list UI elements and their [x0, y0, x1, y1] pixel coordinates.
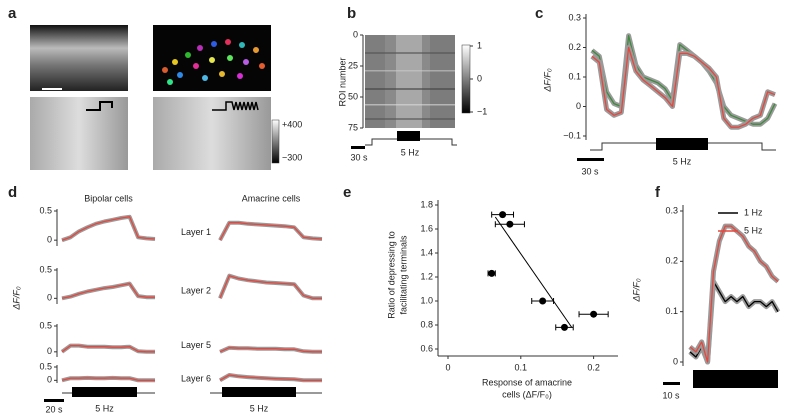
- legend-label: 1 Hz: [744, 207, 763, 217]
- stimulus-label: 5 Hz: [401, 147, 420, 157]
- y-axis-label: facilitating terminals: [398, 235, 408, 315]
- y-axis-label: Ratio of depressing to: [386, 231, 396, 319]
- column-title: Amacrine cells: [242, 193, 301, 203]
- stimulus-label: 5 Hz: [95, 403, 114, 413]
- x-tick-label: 0.2: [587, 362, 600, 372]
- colorbar-tick-label: 1: [477, 40, 482, 50]
- point: [560, 323, 568, 331]
- row-label: Layer 1: [181, 227, 211, 237]
- y-tick-label: 0.5: [39, 361, 52, 371]
- stimulus-label: 5 Hz: [673, 156, 692, 166]
- panel-label: f: [655, 184, 661, 201]
- colorbar-tick-label: −300: [282, 152, 302, 162]
- stimulus-block: [222, 387, 296, 397]
- scale-bar: [663, 382, 680, 385]
- y-tick-label: 0: [576, 101, 581, 111]
- point: [499, 211, 507, 219]
- y-tick-label: 0: [47, 235, 52, 245]
- y-tick-label: 1.4: [420, 247, 433, 257]
- scale-bar-label: 30 s: [350, 152, 368, 162]
- y-tick-label: 0.5: [39, 205, 52, 215]
- y-tick-label: 0: [47, 375, 52, 385]
- y-tick-label: 0.3: [665, 205, 678, 215]
- trace: [219, 275, 322, 299]
- row-label: Layer 6: [181, 373, 211, 383]
- y-tick-label: 0.6: [420, 343, 433, 353]
- colorbar: [461, 44, 471, 114]
- y-tick-label: 0: [353, 29, 358, 39]
- fit-line: [494, 216, 573, 328]
- scale-bar-label: 30 s: [581, 166, 599, 176]
- panel-label: c: [535, 5, 543, 22]
- y-axis-label: ROI number: [337, 57, 347, 106]
- row-label: Layer 2: [181, 285, 211, 295]
- row-label: Layer 5: [181, 340, 211, 350]
- stimulus-block: [656, 138, 708, 150]
- y-axis-label: ΔF/F₀: [631, 278, 641, 303]
- y-tick-label: 0.2: [665, 256, 678, 266]
- heatmap-image: [365, 35, 455, 128]
- scale-bar: [577, 158, 604, 161]
- panel-a-images: [30, 25, 280, 170]
- y-tick-label: 0.1: [568, 71, 581, 81]
- trace: [689, 225, 779, 363]
- y-tick-label: 0: [47, 346, 52, 356]
- panel-label: e: [343, 184, 351, 201]
- colorbar-tick-label: 0: [477, 73, 482, 83]
- y-tick-label: 0.2: [568, 42, 581, 52]
- scale-bar-label: 20 s: [45, 404, 63, 414]
- y-tick-label: 1.8: [420, 199, 433, 209]
- colorbar-tick-label: +400: [282, 119, 302, 129]
- sem-band: [218, 273, 322, 301]
- point: [488, 269, 496, 277]
- y-tick-label: 0: [47, 293, 52, 303]
- y-axis-label: ΔF/F₀: [11, 286, 21, 311]
- y-tick-label: −0.1: [563, 130, 581, 140]
- y-tick-label: 0.5: [39, 264, 52, 274]
- trace: [61, 216, 156, 241]
- y-tick-label: 0: [673, 356, 678, 366]
- stimulus-block: [72, 387, 137, 397]
- point: [539, 297, 547, 305]
- x-axis-label: Response of amacrine: [482, 377, 572, 387]
- y-tick-label: 1.0: [420, 295, 433, 305]
- trace: [591, 46, 776, 128]
- legend-label: 5 Hz: [744, 225, 763, 235]
- y-tick-label: 50: [348, 91, 358, 101]
- x-tick-label: 0.1: [515, 362, 528, 372]
- y-tick-label: 0.5: [39, 320, 52, 330]
- panel-label: d: [8, 184, 17, 201]
- stimulus-block: [397, 131, 420, 141]
- trace: [219, 347, 322, 353]
- colorbar-tick-label: −1: [477, 106, 487, 116]
- trace: [61, 377, 155, 381]
- y-tick-label: 0.1: [665, 306, 678, 316]
- scale-bar: [351, 146, 365, 149]
- trace: [219, 222, 323, 241]
- trace: [61, 282, 155, 299]
- trace: [219, 374, 322, 381]
- y-tick-label: 25: [348, 60, 358, 70]
- y-tick-label: 0.8: [420, 319, 433, 329]
- y-tick-label: 1.6: [420, 223, 433, 233]
- stimulus-label: 5 Hz: [250, 403, 269, 413]
- y-axis-label: ΔF/F₀: [542, 68, 552, 93]
- point: [506, 220, 514, 228]
- sem-band: [688, 223, 780, 365]
- stimulus-block: [693, 370, 778, 388]
- y-tick-label: 0.3: [568, 12, 581, 22]
- x-tick-label: 0: [445, 362, 450, 372]
- point: [590, 310, 598, 318]
- panel-label: a: [8, 5, 17, 22]
- x-axis-label: cells (ΔF/F₀): [502, 389, 552, 399]
- column-title: Bipolar cells: [84, 193, 133, 203]
- scale-bar-label: 10 s: [662, 390, 680, 400]
- y-tick-label: 1.2: [420, 271, 433, 281]
- y-tick-label: 75: [348, 122, 358, 132]
- panel-label: b: [347, 5, 356, 22]
- trace: [61, 344, 155, 353]
- sem-band: [590, 45, 776, 130]
- scale-bar: [44, 399, 64, 402]
